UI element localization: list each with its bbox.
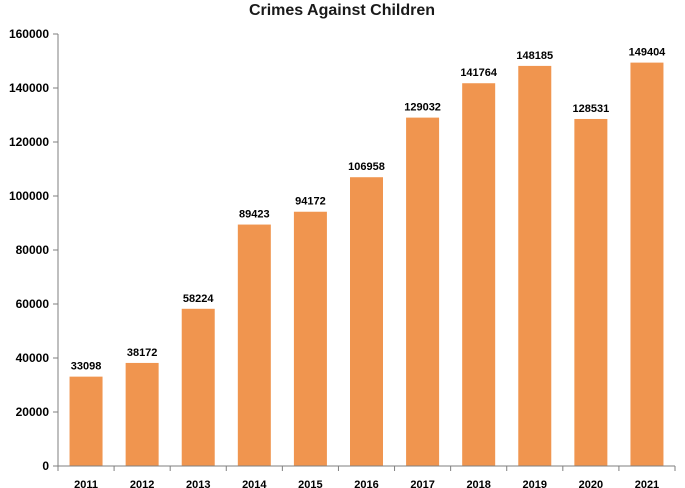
x-tick-label: 2019	[523, 479, 547, 488]
x-tick-label: 2014	[242, 479, 267, 488]
x-tick-label: 2017	[410, 479, 434, 488]
data-label-2018: 141764	[460, 67, 498, 79]
y-tick-label: 100000	[9, 189, 49, 203]
x-axis: 2011 2012 2013 2014 2015 2016 2017 2018 2019 2020…	[57, 465, 676, 488]
y-tick-label: 160000	[9, 27, 49, 41]
data-label-2012: 38172	[127, 347, 158, 359]
data-label-2017: 129032	[404, 102, 441, 114]
chart-title: Crimes Against Children	[249, 2, 435, 19]
bar-2017	[406, 117, 440, 467]
data-label-2013: 58224	[183, 293, 214, 305]
data-label-2020: 128531	[573, 103, 610, 115]
bar-2019	[518, 65, 552, 466]
x-tick-label: 2021	[635, 479, 659, 488]
x-tick-label: 2011	[74, 479, 98, 488]
bar-2021	[630, 62, 664, 467]
x-tick-label: 2012	[130, 479, 154, 488]
bar-2014	[237, 224, 271, 466]
bar-2020	[574, 118, 608, 466]
x-tick-label: 2015	[298, 479, 322, 488]
data-label-2016: 106958	[348, 161, 385, 173]
data-label-2015: 94172	[295, 196, 326, 208]
y-tick-label: 20000	[16, 405, 50, 419]
y-tick-label: 80000	[16, 243, 50, 257]
bar-2016	[350, 177, 383, 467]
x-tick-label: 2013	[186, 479, 210, 488]
y-tick-label: 60000	[16, 297, 50, 311]
y-tick-label: 120000	[9, 135, 49, 149]
y-tick-label: 40000	[16, 351, 50, 365]
x-tick-label: 2016	[354, 479, 378, 488]
x-tick-label: 2020	[579, 479, 603, 488]
y-tick-label: 140000	[9, 81, 49, 95]
bar-2012	[125, 362, 159, 466]
bar-2011	[69, 376, 103, 466]
bars	[69, 62, 664, 467]
data-label-2021: 149404	[629, 47, 667, 59]
data-label-2014: 89423	[239, 209, 270, 221]
data-label-2011: 33098	[71, 361, 102, 373]
y-tick-label: 0	[42, 459, 49, 473]
bar-2013	[181, 308, 215, 466]
data-label-2019: 148185	[516, 50, 553, 62]
bar-2018	[462, 83, 496, 467]
data-labels: 33098 38172 58224 89423 94172 106958 129032 141…	[71, 47, 666, 373]
y-axis: 0 20000 40000 60000 80000 100000 120000 140000 1…	[9, 27, 59, 473]
x-tick-label: 2018	[466, 479, 490, 488]
bar-2015	[293, 211, 327, 466]
